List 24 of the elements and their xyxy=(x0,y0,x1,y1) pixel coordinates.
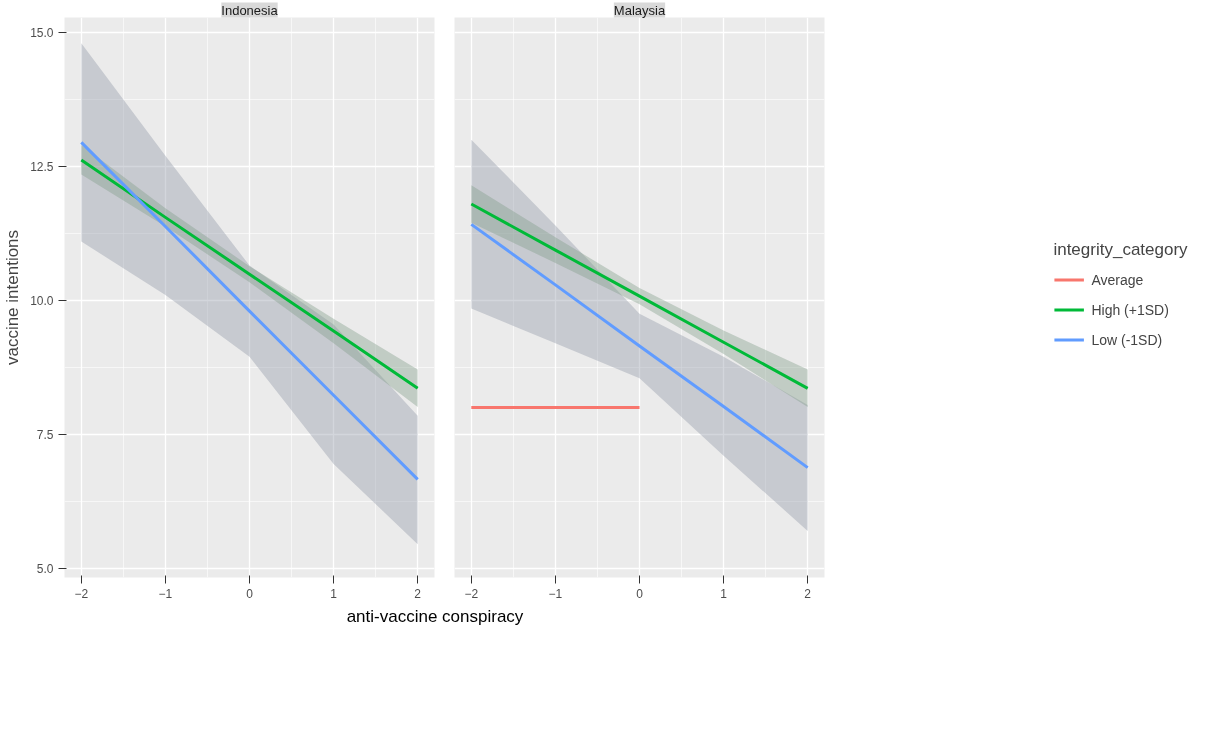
x-tick-label: 1 xyxy=(330,586,338,601)
y-tick-label: 5.0 xyxy=(36,561,54,576)
legend-label: High (+1SD) xyxy=(1091,301,1169,318)
x-tick-label: 2 xyxy=(414,586,422,601)
y-tick-label: 15.0 xyxy=(30,26,54,40)
x-axis-title: anti-vaccine conspiracy xyxy=(346,606,524,628)
x-tick-label: −1 xyxy=(548,586,563,601)
legend-title: integrity_category xyxy=(1053,239,1188,260)
x-tick-label: 2 xyxy=(804,586,812,601)
legend-label: Low (-1SD) xyxy=(1091,331,1163,348)
y-tick-label: 7.5 xyxy=(36,427,54,442)
legend-label: Average xyxy=(1091,271,1144,288)
y-tick-label: 10.0 xyxy=(30,293,54,308)
x-tick-label: 0 xyxy=(636,586,644,601)
chart-title: Malaysia xyxy=(613,2,666,18)
x-tick-label: 1 xyxy=(720,586,728,601)
x-tick-label: −1 xyxy=(158,586,173,601)
x-tick-label: −2 xyxy=(464,586,479,601)
chart-title: Indonesia xyxy=(221,2,279,18)
x-tick-label: −2 xyxy=(74,586,89,601)
y-tick-label: 12.5 xyxy=(30,159,54,174)
x-tick-label: 0 xyxy=(246,586,254,601)
y-axis-title: vaccine intentions xyxy=(3,229,23,366)
line-series xyxy=(79,140,420,481)
